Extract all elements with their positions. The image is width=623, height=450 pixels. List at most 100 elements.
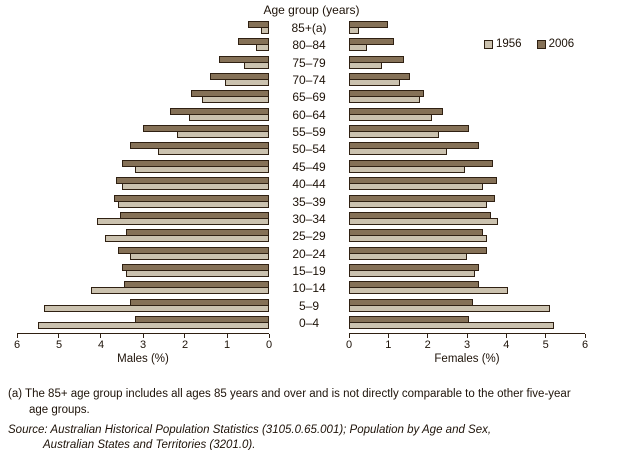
bar-female-2006 <box>349 159 493 167</box>
bar-row <box>17 55 269 70</box>
female-axis-title: Females (%) <box>434 353 500 365</box>
age-label: 15–19 <box>292 263 326 278</box>
bar-male-1956 <box>176 131 269 139</box>
bar-male-2006 <box>122 159 269 167</box>
bar-female-1956 <box>349 200 487 208</box>
bar-male-1956 <box>243 61 269 69</box>
bar-female-2006 <box>349 38 395 46</box>
age-label: 30–34 <box>292 211 326 226</box>
bar-row <box>17 159 269 174</box>
bar-male-2006 <box>170 107 269 115</box>
age-label: 45–49 <box>292 159 326 174</box>
axis-tick <box>545 334 547 338</box>
bar-male-2006 <box>122 263 269 271</box>
bar-row <box>17 142 269 156</box>
bar-female-1956 <box>349 252 467 260</box>
legend-label-2006: 2006 <box>548 38 575 50</box>
axis-tick <box>226 334 228 338</box>
bar-female-2006 <box>349 315 469 323</box>
bar-row <box>17 298 269 313</box>
female-bars-panel <box>349 21 585 334</box>
axis-tick <box>427 334 429 338</box>
age-label: 0–4 <box>298 315 320 330</box>
bar-male-1956 <box>134 165 269 173</box>
axis-tick-label: 4 <box>503 339 510 351</box>
bar-row <box>17 107 269 122</box>
bar-row <box>17 194 269 209</box>
bar-male-2006 <box>119 211 269 219</box>
axis-tick-label: 2 <box>424 339 431 351</box>
male-bars-panel <box>17 21 269 334</box>
bar-row <box>349 142 585 156</box>
bar-female-1956 <box>349 96 420 104</box>
age-label: 10–14 <box>292 281 326 296</box>
bar-female-2006 <box>349 298 473 306</box>
bar-female-1956 <box>349 113 432 121</box>
bar-male-2006 <box>113 194 269 202</box>
bar-row <box>17 229 269 243</box>
male-axis-title: Males (%) <box>117 353 169 365</box>
axis-tick <box>16 334 18 338</box>
bar-row <box>17 281 269 295</box>
bar-female-1956 <box>349 183 483 191</box>
axis-tick-label: 2 <box>181 339 189 351</box>
axis-tick <box>584 334 586 338</box>
bar-female-1956 <box>349 61 383 69</box>
bar-male-1956 <box>260 27 269 34</box>
legend-item-1956: 1956 <box>484 38 522 50</box>
age-label: 35–39 <box>292 194 326 209</box>
female-axis-line <box>349 333 585 334</box>
bar-male-1956 <box>44 304 269 312</box>
bar-female-2006 <box>349 21 389 28</box>
age-label: 20–24 <box>292 246 326 261</box>
age-label: 50–54 <box>292 142 326 157</box>
bar-male-2006 <box>117 246 269 254</box>
bar-male-2006 <box>130 142 269 150</box>
age-label: 80–84 <box>292 38 326 53</box>
axis-tick-label: 0 <box>265 339 273 351</box>
axis-tick <box>466 334 468 338</box>
bar-row <box>349 107 585 122</box>
bar-male-1956 <box>38 321 269 329</box>
age-label: 40–44 <box>292 177 326 192</box>
bar-row <box>349 281 585 295</box>
female-x-axis: 0 1 2 3 4 5 6 <box>346 333 589 353</box>
bar-male-2006 <box>218 55 269 63</box>
bar-row <box>17 177 269 191</box>
bar-female-1956 <box>349 304 550 312</box>
bar-male-2006 <box>126 229 269 237</box>
bar-male-1956 <box>122 183 269 191</box>
bar-row <box>17 21 269 35</box>
age-label: 75–79 <box>292 55 326 70</box>
bar-row <box>17 263 269 278</box>
age-label: 25–29 <box>292 229 326 244</box>
bar-female-2006 <box>349 107 444 115</box>
bar-male-2006 <box>130 298 269 306</box>
bar-male-2006 <box>248 21 269 28</box>
axis-tick-label: 5 <box>542 339 549 351</box>
bar-female-1956 <box>349 217 499 225</box>
bar-female-2006 <box>349 55 405 63</box>
bar-female-1956 <box>349 44 367 52</box>
bar-row <box>349 229 585 243</box>
axis-tick-label: 3 <box>463 339 471 351</box>
bar-male-1956 <box>126 269 269 277</box>
male-axis-line <box>17 333 269 334</box>
axis-tick-label: 6 <box>13 339 21 351</box>
footnote: (a) The 85+ age group includes all ages … <box>8 388 571 416</box>
legend: 1956 2006 <box>484 38 574 50</box>
bar-row <box>349 55 585 70</box>
bar-female-2006 <box>349 246 487 254</box>
bar-row <box>349 21 585 35</box>
bar-female-1956 <box>349 131 440 139</box>
legend-swatch-2006 <box>536 39 546 49</box>
bar-row <box>17 211 269 226</box>
axis-tick-label: 6 <box>581 339 589 351</box>
bar-row <box>349 73 585 87</box>
bar-row <box>349 211 585 226</box>
bar-male-1956 <box>189 113 269 121</box>
legend-label-1956: 1956 <box>496 38 522 50</box>
age-group-labels-column: 85+(a) 80–84 75–79 70–74 65–69 60–64 55–59 50–5… <box>269 21 349 334</box>
bar-row <box>349 246 585 261</box>
